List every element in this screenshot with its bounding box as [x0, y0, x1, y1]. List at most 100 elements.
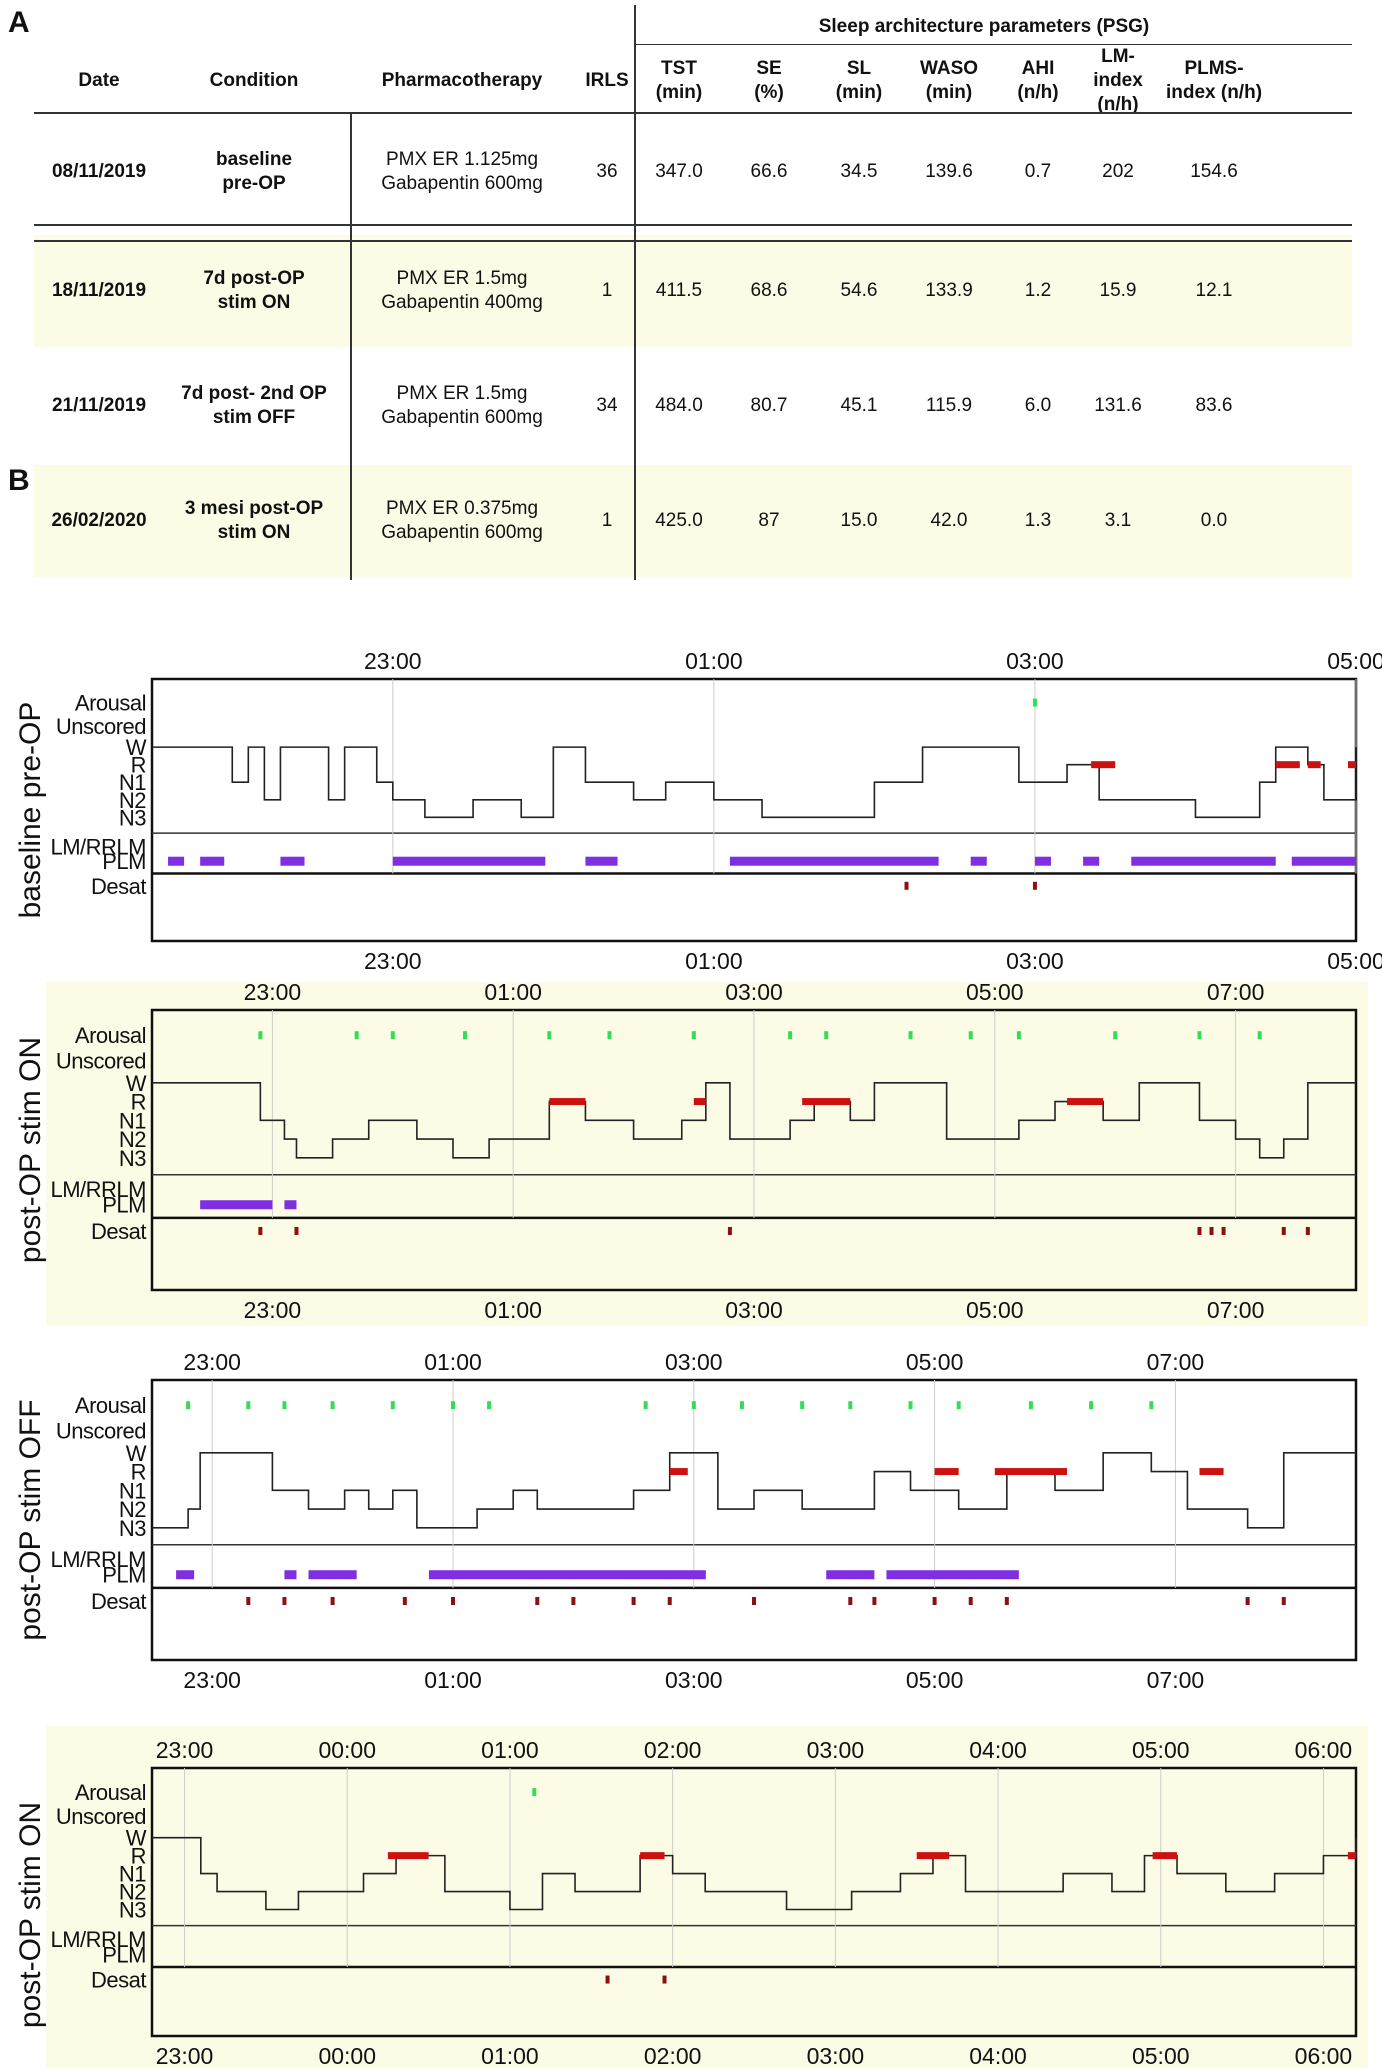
table-cell-irls: 34 — [596, 395, 618, 416]
row-label: N1 — [119, 1862, 146, 1887]
desat-mark — [294, 1227, 299, 1236]
arousal-mark — [908, 1401, 913, 1410]
row-label: R — [131, 1844, 146, 1869]
hypnogram-trace — [152, 1082, 1356, 1159]
row-rule — [34, 240, 1352, 242]
table-cell-date: 08/11/2019 — [51, 161, 147, 182]
panel-highlight — [46, 982, 1368, 1326]
arousal-mark — [354, 1031, 359, 1040]
time-tick-bottom: 23:00 — [183, 1667, 241, 1693]
column-header: Pharmacotherapy — [381, 70, 543, 91]
plm-bar — [284, 1200, 297, 1210]
row-label: Unscored — [56, 1418, 146, 1443]
row-highlight — [34, 235, 1352, 347]
arousal-mark — [463, 1031, 468, 1040]
time-tick-bottom: 05:00 — [1132, 2043, 1190, 2069]
table-cell-pharma: PMX ER 1.5mg Gabapentin 600mg — [381, 383, 543, 428]
table-cell-plms: 83.6 — [1195, 395, 1233, 416]
row-highlight — [34, 465, 1352, 577]
arousal-mark — [1016, 1031, 1021, 1040]
rem-bar — [1275, 761, 1300, 769]
row-label: Arousal — [75, 1023, 146, 1048]
time-tick-top: 03:00 — [807, 1737, 865, 1763]
table-cell-ahi: 0.7 — [1024, 161, 1052, 182]
row-label: N1 — [119, 1108, 146, 1133]
time-tick-top: 07:00 — [1147, 1349, 1205, 1375]
time-tick-bottom: 01:00 — [484, 1297, 542, 1323]
row-label: Desat — [91, 1968, 146, 1993]
arousal-mark — [1028, 1401, 1033, 1410]
rem-bar — [1199, 1468, 1224, 1476]
plot-frame — [150, 1766, 1358, 2038]
desat-mark — [968, 1597, 973, 1606]
desat-mark — [571, 1597, 576, 1606]
arousal-mark — [1113, 1031, 1118, 1040]
desat-mark — [258, 1227, 263, 1236]
row-rule — [34, 224, 1352, 226]
arousal-mark — [1197, 1031, 1202, 1040]
column-header: PLMS- index (n/h) — [1165, 58, 1263, 103]
rem-bar — [669, 1468, 688, 1476]
row-label: N2 — [119, 788, 146, 813]
table-cell-tst: 411.5 — [655, 280, 703, 301]
arousal-mark — [330, 1401, 335, 1410]
row-label: Unscored — [56, 1804, 146, 1829]
time-tick-top: 04:00 — [969, 1737, 1027, 1763]
desat-mark — [872, 1597, 877, 1606]
table-cell-date: 26/02/2020 — [51, 510, 147, 531]
row-label: Desat — [91, 1589, 146, 1614]
time-tick-bottom: 06:00 — [1295, 2043, 1353, 2069]
column-header: SE (%) — [754, 58, 784, 103]
table-cell-waso: 133.9 — [925, 280, 973, 301]
hypnogram-trace — [152, 1836, 1357, 1911]
time-tick-bottom: 23:00 — [156, 2043, 214, 2069]
time-tick-top: 03:00 — [1006, 648, 1064, 674]
desat-mark — [1305, 1227, 1310, 1236]
plm-bar — [200, 1200, 273, 1210]
time-tick-top: 01:00 — [685, 648, 743, 674]
time-tick-top: 02:00 — [644, 1737, 702, 1763]
arousal-mark — [1257, 1031, 1262, 1040]
condition-side-label: post-OP stim ON — [14, 1037, 47, 1263]
desat-mark — [667, 1597, 672, 1606]
table-cell-date: 21/11/2019 — [51, 395, 147, 416]
column-header: WASO (min) — [919, 58, 979, 103]
rem-bar — [1307, 761, 1321, 769]
column-header: SL (min) — [835, 58, 883, 103]
row-label: LM/RRLM — [50, 1927, 146, 1952]
arousal-mark — [246, 1401, 251, 1410]
desat-mark — [1281, 1597, 1286, 1606]
desat-mark — [932, 1597, 937, 1606]
row-label: PLM — [102, 1563, 146, 1588]
rem-bar — [1091, 761, 1116, 769]
rem-bar — [934, 1468, 959, 1476]
desat-mark — [1221, 1227, 1226, 1236]
time-tick-bottom: 04:00 — [969, 2043, 1027, 2069]
table-cell-condition: 7d post-OP stim ON — [203, 268, 305, 313]
row-label: Arousal — [75, 691, 146, 716]
plot-frame — [150, 1378, 1358, 1662]
table-cell-waso: 139.6 — [925, 161, 973, 182]
hypnogram-panel: 23:00 23:00 01:00 01:00 03:00 03:00 05:00 05:00… — [14, 648, 1382, 974]
header-rule — [634, 44, 1352, 45]
table-cell-lm: 15.9 — [1099, 280, 1137, 301]
plm-bar — [428, 1570, 706, 1580]
rem-bar — [1347, 1852, 1356, 1860]
plm-bar — [176, 1570, 195, 1580]
rem-bar — [994, 1468, 1068, 1476]
rem-bar — [549, 1098, 586, 1106]
column-header: Date — [78, 70, 120, 91]
arousal-mark — [186, 1401, 191, 1410]
table-cell-plms: 0.0 — [1200, 510, 1228, 531]
column-rule — [634, 5, 636, 580]
column-rule — [350, 112, 352, 580]
row-label: R — [131, 1090, 146, 1115]
time-tick-top: 01:00 — [484, 979, 542, 1005]
table-cell-lm: 202 — [1102, 161, 1134, 182]
time-tick-top: 07:00 — [1207, 979, 1265, 1005]
desat-mark — [752, 1597, 756, 1606]
rem-bar — [693, 1098, 706, 1106]
arousal-mark — [390, 1401, 395, 1410]
time-tick-top: 23:00 — [364, 648, 422, 674]
